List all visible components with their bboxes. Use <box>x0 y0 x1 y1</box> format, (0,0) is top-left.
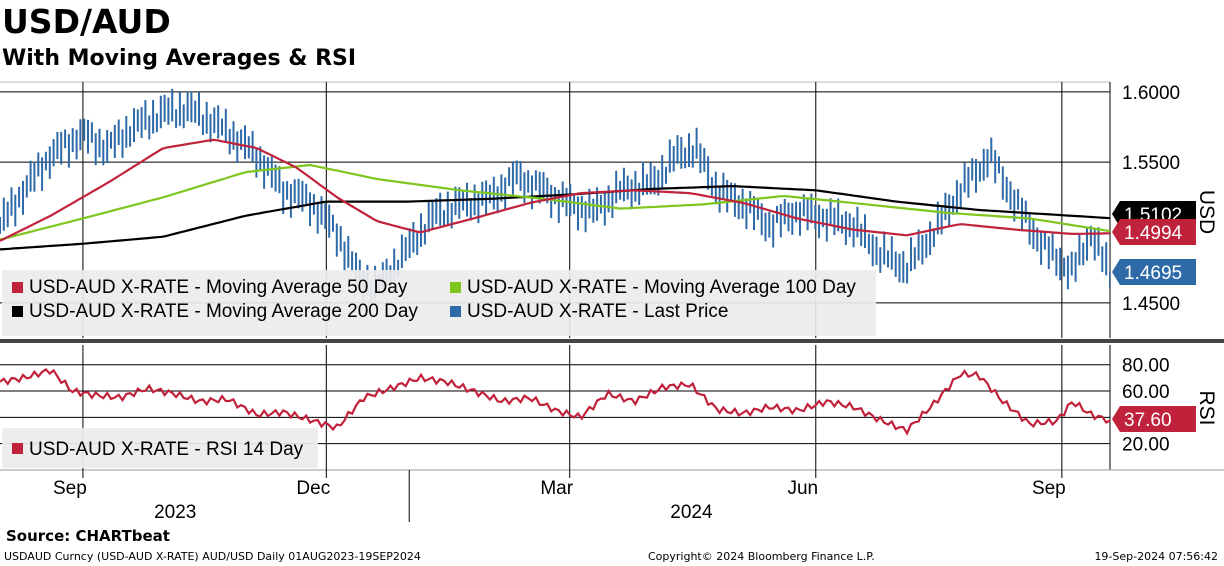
legend-label: USD-AUD X-RATE - Moving Average 50 Day <box>29 277 408 298</box>
rsi-axis-title: RSI <box>1195 390 1218 425</box>
legend-label: USD-AUD X-RATE - Last Price <box>467 301 728 322</box>
rsi-ytick-label: 80.00 <box>1122 356 1170 377</box>
rsi-ytick-label: 20.00 <box>1122 435 1170 456</box>
year-label: 2024 <box>670 502 713 523</box>
x-tick-label: Mar <box>540 478 573 499</box>
x-tick-label: Sep <box>1032 478 1066 499</box>
price-legend: USD-AUD X-RATE - Moving Average 50 Day US… <box>2 270 876 336</box>
ma100-line <box>0 163 1110 241</box>
legend-swatch <box>12 443 23 454</box>
rsi-end-label-bg <box>1112 406 1196 432</box>
end-label-bg <box>1112 219 1196 245</box>
rsi-legend: USD-AUD X-RATE - RSI 14 Day <box>2 428 318 468</box>
end-label-2: 1.4695 <box>1112 259 1196 285</box>
end-label-1: 1.4994 <box>1112 219 1196 245</box>
price-axis-title: USD <box>1195 190 1218 234</box>
x-tick-label: Sep <box>53 478 87 499</box>
end-label-value: 1.4994 <box>1124 223 1183 244</box>
chart-title: USD/AUD <box>2 2 171 41</box>
ma200-line <box>0 185 1110 251</box>
legend-swatch <box>12 282 23 293</box>
legend-swatch <box>450 306 461 317</box>
rsi-line <box>0 367 1111 436</box>
legend-swatch <box>12 306 23 317</box>
legend-label: USD-AUD X-RATE - Moving Average 100 Day <box>467 277 856 298</box>
legend-label: USD-AUD X-RATE - Moving Average 200 Day <box>29 301 418 322</box>
footer-ticker-info: USDAUD Curncy (USD-AUD X-RATE) AUD/USD D… <box>4 550 421 563</box>
price-ytick-label: 1.4500 <box>1122 294 1180 315</box>
end-label-bg <box>1112 259 1196 285</box>
chart-subtitle: With Moving Averages & RSI <box>2 46 357 71</box>
price-ytick-label: 1.6000 <box>1122 83 1180 104</box>
x-tick-label: Jun <box>787 478 818 499</box>
year-label: 2023 <box>154 502 196 523</box>
source-note: Source: CHARTbeat <box>6 527 170 545</box>
footer-copyright: Copyright© 2024 Bloomberg Finance L.P. <box>648 550 875 563</box>
legend-label: USD-AUD X-RATE - RSI 14 Day <box>29 439 304 460</box>
legend-swatch <box>450 282 461 293</box>
price-plot-area <box>0 88 1110 304</box>
rsi-ytick-label: 60.00 <box>1122 382 1170 403</box>
footer-timestamp: 19-Sep-2024 07:56:42 <box>1094 550 1218 563</box>
end-label-value: 1.4695 <box>1124 263 1182 284</box>
price-legend-bg <box>2 270 876 336</box>
x-tick-label: Dec <box>296 478 330 499</box>
rsi-end-label-value: 37.60 <box>1124 410 1172 431</box>
rsi-legend-bg <box>2 428 318 468</box>
panel-separator <box>0 339 1224 343</box>
price-ytick-label: 1.5500 <box>1122 153 1180 174</box>
rsi-end-label: 37.60 <box>1112 406 1196 432</box>
ma50-line <box>0 138 1110 242</box>
